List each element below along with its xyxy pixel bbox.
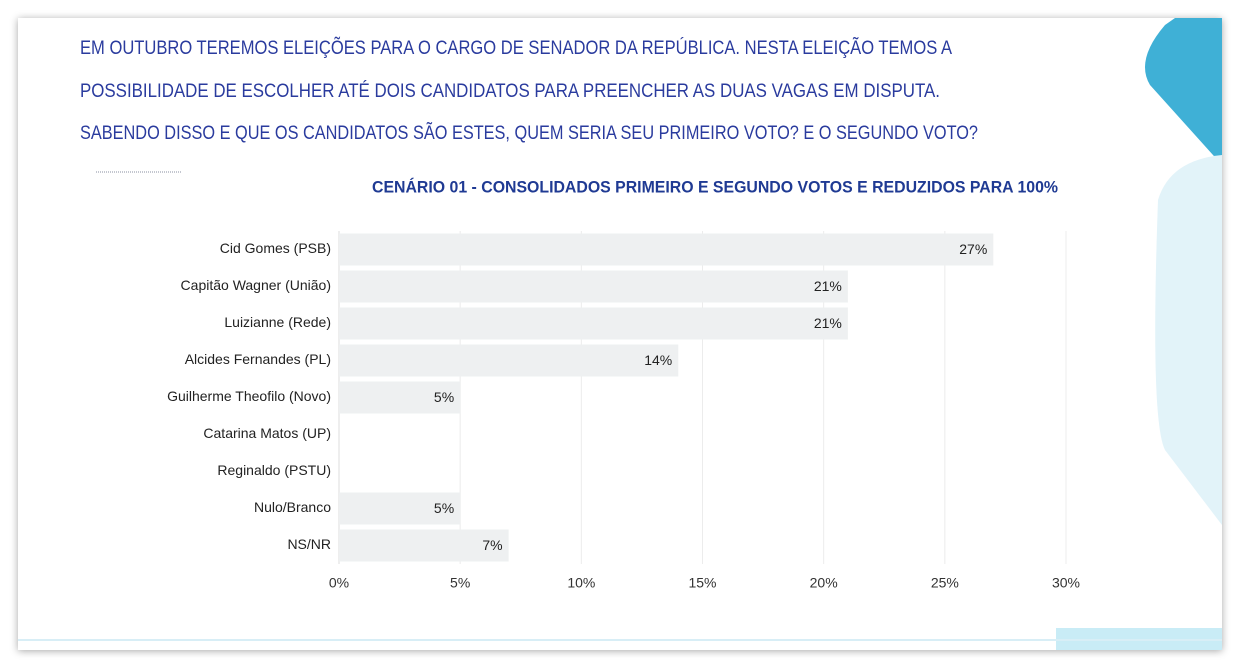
question-line: POSSIBILIDADE DE ESCOLHER ATÉ DOIS CANDI… <box>80 81 940 102</box>
x-tick-label: 30% <box>1052 575 1080 591</box>
y-tick-label: Nulo/Branco <box>254 499 331 515</box>
bar <box>339 307 848 340</box>
value-label: 27% <box>959 241 987 257</box>
value-label: 7% <box>482 537 502 553</box>
y-tick-label: Guilherme Theofilo (Novo) <box>167 388 331 404</box>
x-tick-label: 5% <box>450 575 470 591</box>
decor-shape <box>1145 18 1222 165</box>
value-label: 5% <box>434 500 454 516</box>
question-line: EM OUTUBRO TEREMOS ELEIÇÕES PARA O CARGO… <box>80 37 952 59</box>
decor-shape <box>1155 155 1222 525</box>
y-tick-label: Cid Gomes (PSB) <box>220 240 331 256</box>
y-tick-label: Reginaldo (PSTU) <box>217 462 331 478</box>
chart-title: CENÁRIO 01 - CONSOLIDADOS PRIMEIRO E SEG… <box>372 177 1058 196</box>
value-label: 14% <box>644 352 672 368</box>
y-tick-label: Catarina Matos (UP) <box>203 425 331 441</box>
value-label: 21% <box>814 278 842 294</box>
bar <box>339 344 679 377</box>
bar <box>339 233 994 266</box>
y-tick-label: Luizianne (Rede) <box>224 314 331 330</box>
value-label: 5% <box>434 389 454 405</box>
x-tick-label: 20% <box>810 575 838 591</box>
bar <box>339 381 461 414</box>
question-line: SABENDO DISSO E QUE OS CANDIDATOS SÃO ES… <box>80 122 978 144</box>
y-tick-label: NS/NR <box>287 536 331 552</box>
bar <box>339 529 509 562</box>
x-tick-label: 25% <box>931 575 959 591</box>
bar <box>339 492 461 525</box>
value-label: 21% <box>814 315 842 331</box>
y-tick-label: Alcides Fernandes (PL) <box>185 351 331 367</box>
x-tick-label: 10% <box>567 575 595 591</box>
bar <box>339 270 848 303</box>
x-tick-label: 15% <box>688 575 716 591</box>
y-tick-label: Capitão Wagner (União) <box>181 277 331 293</box>
x-tick-label: 0% <box>329 575 349 591</box>
